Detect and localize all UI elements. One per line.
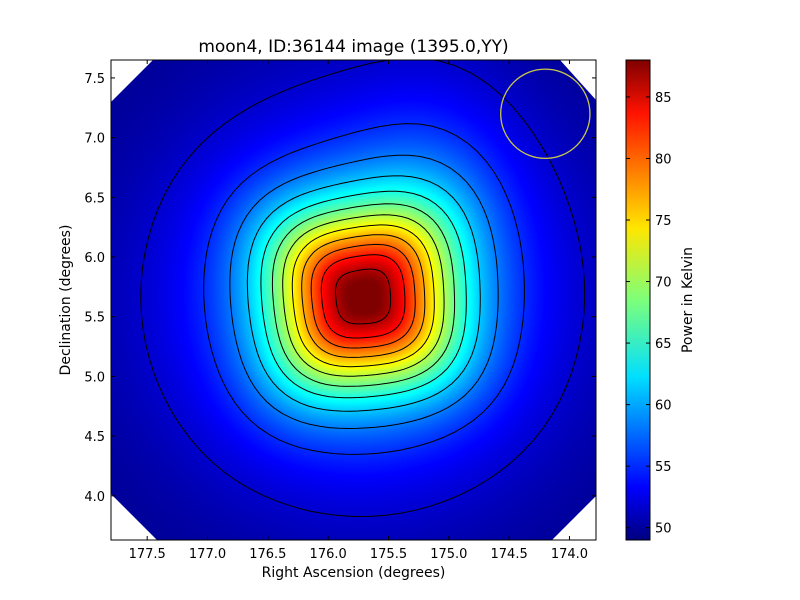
contour-line <box>203 123 525 455</box>
contour-lines <box>140 60 586 518</box>
contour-line <box>260 190 467 399</box>
chart-title: moon4, ID:36144 image (1395.0,YY) <box>198 37 508 57</box>
contour-line <box>320 254 406 339</box>
x-axis-label: Right Ascension (degrees) <box>262 565 446 581</box>
corner-mask-top-left <box>111 60 153 102</box>
x-tick-label: 175.5 <box>370 547 407 562</box>
colorbar-tick-label: 75 <box>655 214 672 229</box>
x-tick-label: 176.0 <box>310 547 347 562</box>
colorbar <box>625 59 651 541</box>
x-tick-label: 175.0 <box>430 547 467 562</box>
y-tick-label: 7.0 <box>84 132 105 147</box>
y-axis-ticks: 4.0 4.5 5.0 5.5 6.0 6.5 7.0 7.5 <box>84 72 596 505</box>
colorbar-tick-label: 65 <box>655 337 672 352</box>
colorbar-ticks: 50 55 60 65 70 75 80 85 <box>626 91 672 537</box>
corner-mask-bottom-right <box>552 496 596 540</box>
contour-line <box>301 234 426 358</box>
x-tick-label: 174.0 <box>551 547 588 562</box>
colorbar-tick-label: 50 <box>655 522 672 537</box>
contour-line <box>310 243 416 349</box>
y-axis-label: Declination (degrees) <box>58 225 74 376</box>
y-tick-label: 4.5 <box>84 430 105 445</box>
colorbar-tick-label: 60 <box>655 399 672 414</box>
x-tick-label: 177.5 <box>129 547 166 562</box>
corner-mask-bottom-left <box>111 494 157 540</box>
corner-mask-top-right <box>560 60 596 100</box>
y-tick-label: 5.5 <box>84 311 105 326</box>
y-tick-label: 5.0 <box>84 370 105 385</box>
x-tick-label: 177.0 <box>189 547 226 562</box>
x-axis-ticks: 177.5 177.0 176.5 176.0 175.5 175.0 174.5 174.0 <box>129 60 588 562</box>
contour-line <box>282 214 445 377</box>
colorbar-tick-label: 85 <box>655 91 672 106</box>
contour-line <box>335 268 392 325</box>
contour-line <box>229 154 499 430</box>
y-tick-label: 4.0 <box>84 490 105 505</box>
y-tick-label: 6.5 <box>84 191 105 206</box>
heatmap-area <box>111 60 596 540</box>
beam-circle <box>500 68 591 160</box>
contour-line <box>140 60 586 518</box>
contour-line <box>271 203 456 387</box>
colorbar-tick-label: 70 <box>655 276 672 291</box>
colorbar-tick-label: 55 <box>655 460 672 475</box>
x-tick-label: 174.5 <box>491 547 528 562</box>
plot-frame <box>110 59 597 541</box>
x-tick-label: 176.5 <box>249 547 286 562</box>
colorbar-label: Power in Kelvin <box>680 247 696 353</box>
colorbar-tick-label: 80 <box>655 152 672 167</box>
contour-line <box>246 175 481 412</box>
y-tick-label: 6.0 <box>84 251 105 266</box>
y-tick-label: 7.5 <box>84 72 105 87</box>
contour-line <box>291 224 435 368</box>
heatmap-image <box>111 60 596 540</box>
